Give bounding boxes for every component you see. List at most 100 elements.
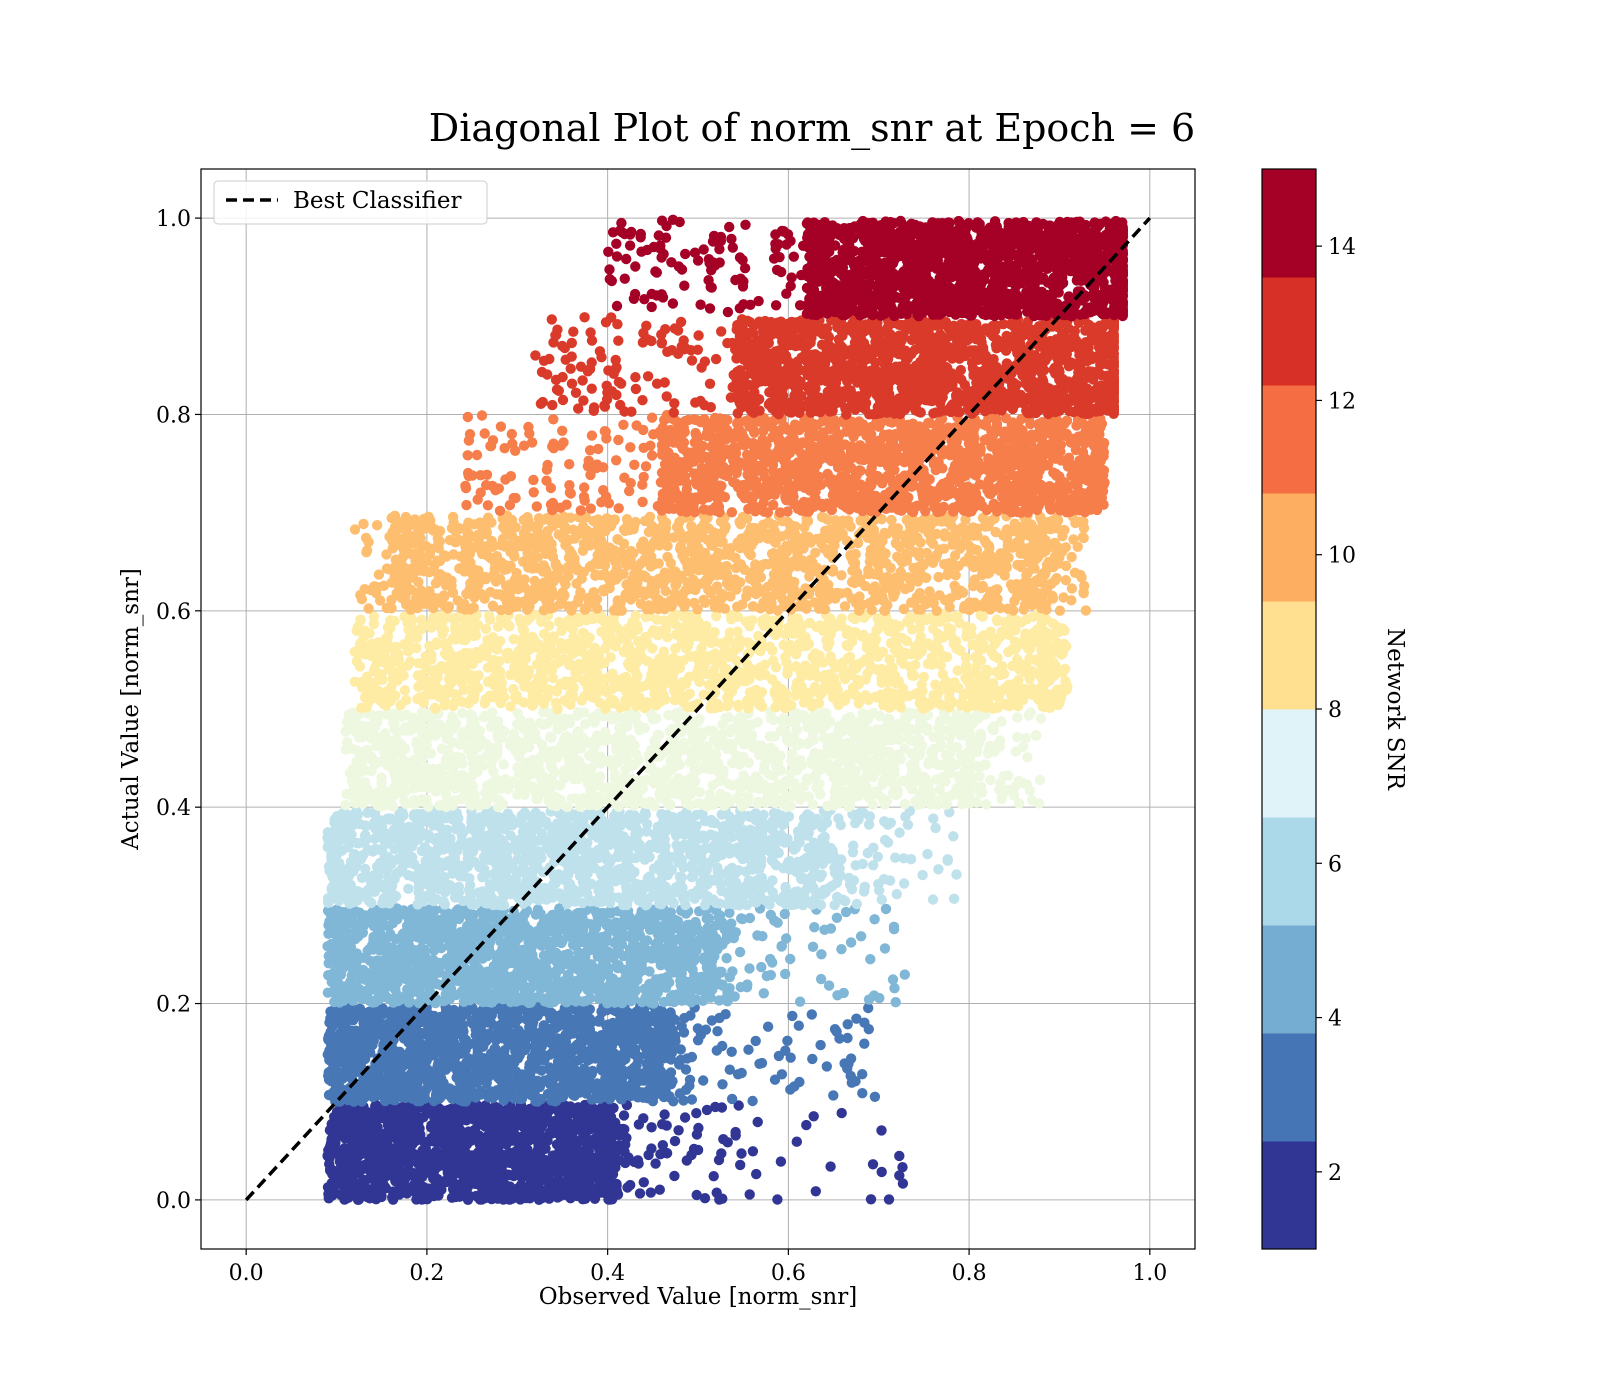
scatter-point (495, 936, 506, 947)
scatter-point (361, 1043, 372, 1054)
scatter-point (411, 1028, 423, 1040)
scatter-point (597, 986, 608, 997)
scatter-point (547, 1046, 559, 1058)
scatter-point (765, 953, 776, 965)
scatter-point (631, 964, 642, 976)
scatter-point (479, 915, 490, 926)
scatter-point (531, 1134, 542, 1146)
scatter-point (454, 907, 465, 919)
scatter-point (785, 953, 796, 965)
scatter-point (466, 1091, 477, 1102)
scatter-point (776, 940, 787, 952)
scatter-point (509, 987, 520, 998)
scatter-point (699, 1193, 711, 1204)
scatter-point (495, 1111, 506, 1122)
scatter-point (590, 1085, 601, 1096)
scatter-point (459, 1127, 470, 1139)
scatter-point (857, 1069, 868, 1080)
scatter-point (497, 980, 508, 992)
scatter-point (325, 1036, 336, 1048)
scatter-point (404, 908, 415, 919)
scatter-point (650, 1158, 661, 1169)
scatter-point (519, 909, 530, 920)
scatter-point (432, 1161, 443, 1173)
scatter-point (467, 1110, 478, 1121)
scatter-point (419, 913, 430, 924)
scatter-point (488, 1177, 499, 1188)
scatter-point (400, 1184, 411, 1196)
scatter-point (473, 929, 484, 940)
scatter-point (354, 1146, 366, 1158)
scatter-point (681, 1084, 692, 1096)
scatter-point (698, 954, 710, 965)
scatter-point (427, 1123, 439, 1134)
scatter-point (394, 1072, 406, 1083)
scatter-point (657, 1140, 668, 1151)
scatter-point (665, 949, 676, 960)
scatter-point (574, 1168, 586, 1179)
scatter-point (405, 981, 416, 993)
scatter-point (626, 1036, 637, 1047)
scatter-point (610, 1021, 621, 1032)
scatter-point (836, 1107, 847, 1119)
scatter-point (530, 1083, 541, 1095)
scatter-point (483, 1121, 494, 1132)
scatter-point (381, 945, 393, 956)
scatter-point (859, 1017, 870, 1028)
scatter-point (369, 980, 380, 991)
scatter-point (586, 959, 597, 970)
scatter-point (472, 949, 483, 961)
scatter-point (350, 1087, 362, 1098)
scatter-point (529, 1189, 540, 1201)
scatter-point (345, 1151, 356, 1162)
scatter-point (815, 1039, 826, 1051)
scatter-point (638, 1177, 649, 1188)
scatter-point (467, 940, 478, 952)
scatter-point (569, 914, 580, 926)
scatter-point (611, 961, 622, 972)
scatter-point (356, 1112, 368, 1123)
scatter-point (527, 968, 538, 980)
scatter-point (629, 1065, 640, 1076)
scatter-point (475, 1069, 487, 1081)
scatter-point (563, 1018, 574, 1029)
scatter-point (808, 1111, 819, 1122)
scatter-point (517, 1181, 528, 1193)
scatter-point (696, 971, 707, 983)
scatter-point (627, 994, 638, 1005)
scatter-point (531, 935, 542, 947)
scatter-point (659, 1109, 670, 1120)
scatter-point (785, 1084, 796, 1095)
scatter-point (444, 963, 455, 974)
scatter-point (751, 1168, 762, 1180)
scatter-point (825, 1161, 836, 1172)
scatter-point (359, 1053, 371, 1065)
scatter-point (527, 1027, 538, 1038)
scatter-point (752, 1116, 763, 1128)
scatter-point (572, 960, 584, 971)
scatter-point (427, 1132, 438, 1144)
scatter-point (448, 1183, 459, 1195)
scatter-point (458, 927, 469, 938)
scatter-point (345, 941, 357, 953)
scatter-point (890, 997, 901, 1008)
scatter-point (655, 960, 666, 971)
scatter-point (642, 1016, 654, 1027)
scatter-point (354, 984, 365, 995)
scatter-point (326, 969, 337, 981)
scatter-point (510, 952, 521, 964)
scatter-point (693, 1122, 704, 1134)
scatter-point (335, 1067, 347, 1078)
scatter-point (717, 1193, 728, 1204)
scatter-point (880, 903, 892, 915)
scatter-point (384, 1062, 396, 1073)
scatter-point (859, 1038, 870, 1049)
scatter-point (342, 958, 353, 970)
scatter-point (668, 1014, 679, 1025)
scatter-point (327, 950, 338, 961)
scatter-point (480, 1036, 491, 1047)
scatter-point (807, 1053, 818, 1065)
scatter-point (708, 1171, 719, 1182)
scatter-point (845, 1070, 856, 1082)
scatter-point (601, 1070, 613, 1081)
